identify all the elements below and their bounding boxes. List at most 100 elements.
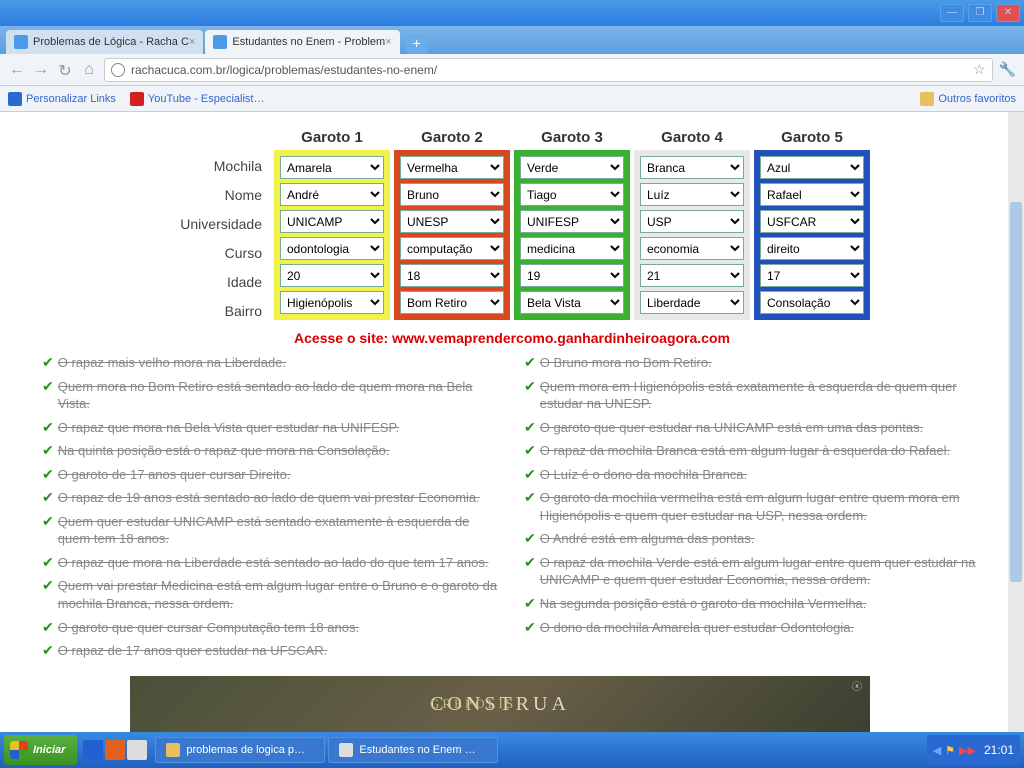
page-content: MochilaNomeUniversidadeCursoIdadeBairro … — [0, 112, 1024, 732]
reload-button[interactable]: ↻ — [56, 61, 74, 79]
row-label: Nome — [152, 181, 272, 210]
row-label: Curso — [152, 239, 272, 268]
puzzle-select[interactable]: 18 — [400, 264, 504, 287]
bookmarks-bar: Personalizar Links YouTube - Especialist… — [0, 86, 1024, 112]
close-button[interactable]: ✕ — [996, 4, 1020, 22]
puzzle-select[interactable]: Higienópolis — [280, 291, 384, 314]
puzzle-select[interactable]: 20 — [280, 264, 384, 287]
puzzle-select[interactable]: direito — [760, 237, 864, 260]
clue-item: ✔O rapaz que mora na Liberdade está sent… — [42, 554, 500, 572]
clue-text: O garoto de 17 anos quer cursar Direito. — [58, 466, 291, 484]
puzzle-select[interactable]: Consolação — [760, 291, 864, 314]
puzzle-column: Garoto 5AzulRafaelUSFCARdireito17Consola… — [754, 126, 870, 326]
start-button[interactable]: Iniciar — [4, 735, 77, 765]
puzzle-select[interactable]: Luíz — [640, 183, 744, 206]
clue-text: O garoto que quer estudar na UNICAMP est… — [540, 419, 923, 437]
maximize-button[interactable]: ❐ — [968, 4, 992, 22]
clue-item: ✔O Luíz é o dono da mochila Branca. — [524, 466, 982, 484]
settings-wrench-icon[interactable]: 🔧 — [999, 61, 1016, 78]
clue-item: ✔O rapaz da mochila Branca está em algum… — [524, 442, 982, 460]
chrome-icon[interactable] — [127, 740, 147, 760]
tab-close-icon[interactable]: × — [189, 36, 195, 48]
puzzle-select[interactable]: computação — [400, 237, 504, 260]
ie-icon[interactable] — [83, 740, 103, 760]
row-label: Idade — [152, 268, 272, 297]
puzzle-select[interactable]: Verde — [520, 156, 624, 179]
puzzle-select[interactable]: UNIFESP — [520, 210, 624, 233]
folder-icon — [166, 743, 180, 757]
bookmark-icon — [8, 92, 22, 106]
puzzle-select[interactable]: economia — [640, 237, 744, 260]
home-button[interactable]: ⌂ — [80, 61, 98, 79]
puzzle-select[interactable]: Liberdade — [640, 291, 744, 314]
puzzle-select[interactable]: Branca — [640, 156, 744, 179]
check-icon: ✔ — [42, 642, 54, 659]
bookmark-star-icon[interactable]: ☆ — [973, 61, 986, 78]
ad-banner[interactable]: GREPOLIS CONSTRUA ⓧ — [130, 676, 870, 732]
scrollbar[interactable] — [1008, 112, 1024, 732]
minimize-button[interactable]: — — [940, 4, 964, 22]
puzzle-select[interactable]: 19 — [520, 264, 624, 287]
puzzle-select[interactable]: André — [280, 183, 384, 206]
new-tab-button[interactable]: + — [406, 34, 428, 54]
scroll-thumb[interactable] — [1010, 202, 1022, 582]
browser-tab[interactable]: Problemas de Lógica - Racha C× — [6, 30, 203, 54]
puzzle-column: Garoto 3VerdeTiagoUNIFESPmedicina19Bela … — [514, 126, 630, 326]
taskbar-item[interactable]: Estudantes no Enem … — [328, 737, 498, 763]
forward-button[interactable]: → — [32, 61, 50, 79]
puzzle-select[interactable]: UNESP — [400, 210, 504, 233]
clue-item: ✔Quem quer estudar UNICAMP está sentado … — [42, 513, 500, 548]
puzzle-select[interactable]: UNICAMP — [280, 210, 384, 233]
back-button[interactable]: ← — [8, 61, 26, 79]
row-labels: MochilaNomeUniversidadeCursoIdadeBairro — [152, 126, 272, 326]
puzzle-select[interactable]: Amarela — [280, 156, 384, 179]
check-icon: ✔ — [524, 419, 536, 436]
bookmark-link[interactable]: YouTube - Especialist… — [130, 92, 265, 106]
puzzle-select[interactable]: USP — [640, 210, 744, 233]
puzzle-select[interactable]: Tiago — [520, 183, 624, 206]
check-icon: ✔ — [42, 419, 54, 436]
clue-text: Quem mora no Bom Retiro está sentado ao … — [58, 378, 500, 413]
puzzle-select[interactable]: Bruno — [400, 183, 504, 206]
check-icon: ✔ — [42, 554, 54, 571]
clue-text: O rapaz que mora na Bela Vista quer estu… — [58, 419, 399, 437]
puzzle-select[interactable]: Bela Vista — [520, 291, 624, 314]
puzzle-select[interactable]: Rafael — [760, 183, 864, 206]
taskbar-item[interactable]: problemas de logica p… — [155, 737, 325, 763]
column-header: Garoto 2 — [394, 126, 510, 150]
clue-text: O Luíz é o dono da mochila Branca. — [540, 466, 747, 484]
clue-text: O rapaz da mochila Verde está em algum l… — [540, 554, 982, 589]
browser-tab[interactable]: Estudantes no Enem - Problem× — [205, 30, 399, 54]
clue-item: ✔O rapaz de 17 anos quer estudar na UFSC… — [42, 642, 500, 660]
puzzle-select[interactable]: Bom Retiro — [400, 291, 504, 314]
check-icon: ✔ — [42, 513, 54, 530]
clue-text: O rapaz de 19 anos está sentado ao lado … — [58, 489, 480, 507]
ad-close-icon[interactable]: ⓧ — [852, 678, 866, 693]
puzzle-select[interactable]: 21 — [640, 264, 744, 287]
firefox-icon[interactable] — [105, 740, 125, 760]
other-bookmarks[interactable]: Outros favoritos — [920, 92, 1016, 106]
check-icon: ✔ — [42, 577, 54, 594]
puzzle-select[interactable]: Azul — [760, 156, 864, 179]
puzzle-select[interactable]: USFCAR — [760, 210, 864, 233]
clue-text: O garoto que quer cursar Computação tem … — [58, 619, 359, 637]
puzzle-select[interactable]: Vermelha — [400, 156, 504, 179]
windows-logo-icon — [10, 741, 28, 759]
clue-item: ✔O dono da mochila Amarela quer estudar … — [524, 619, 982, 637]
system-tray[interactable]: ◀⚑▶▶ 21:01 — [927, 735, 1020, 765]
window-titlebar: — ❐ ✕ — [0, 0, 1024, 26]
folder-icon — [920, 92, 934, 106]
check-icon: ✔ — [524, 378, 536, 395]
puzzle-grid: MochilaNomeUniversidadeCursoIdadeBairro … — [30, 126, 994, 326]
url-bar[interactable]: rachacuca.com.br/logica/problemas/estuda… — [104, 58, 993, 82]
tab-close-icon[interactable]: × — [385, 36, 391, 48]
puzzle-select[interactable]: 17 — [760, 264, 864, 287]
row-label: Universidade — [152, 210, 272, 239]
puzzle-column: Garoto 4BrancaLuízUSPeconomia21Liberdade — [634, 126, 750, 326]
clue-item: ✔O garoto de 17 anos quer cursar Direito… — [42, 466, 500, 484]
clue-item: ✔O rapaz que mora na Bela Vista quer est… — [42, 419, 500, 437]
clue-text: O dono da mochila Amarela quer estudar O… — [540, 619, 854, 637]
puzzle-select[interactable]: odontologia — [280, 237, 384, 260]
puzzle-select[interactable]: medicina — [520, 237, 624, 260]
bookmark-link[interactable]: Personalizar Links — [8, 92, 116, 106]
